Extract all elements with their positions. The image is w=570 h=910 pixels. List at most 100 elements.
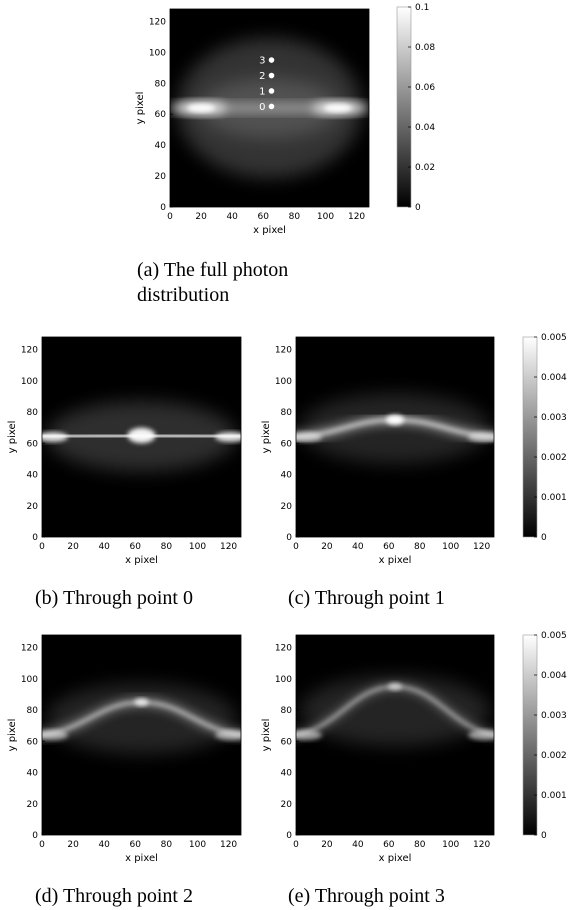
x-tick-label: 20	[195, 212, 207, 222]
colorbar-tick-label: 0.004	[541, 671, 567, 681]
caption-a: (a) The full photon distribution	[137, 259, 289, 306]
x-axis-label: x pixel	[125, 555, 158, 566]
intensity-field	[42, 683, 241, 754]
peak-spot	[388, 682, 402, 691]
x-tick-label: 100	[189, 840, 206, 850]
edge-spot	[215, 730, 241, 740]
x-tick-label: 100	[442, 840, 459, 850]
y-tick-label: 80	[27, 706, 39, 716]
x-axis-label: x pixel	[125, 853, 158, 864]
edge-spot	[468, 730, 494, 740]
edge-spot	[42, 730, 68, 740]
x-tick-label: 80	[414, 542, 426, 552]
colorbar-tick-label: 0.02	[415, 163, 435, 173]
x-axis-label: x pixel	[379, 853, 412, 864]
x-tick-label: 40	[352, 840, 364, 850]
colorbar-tick-label: 0.002	[541, 751, 567, 761]
y-axis-label: y pixel	[135, 92, 146, 125]
diffuse-glow	[300, 393, 490, 464]
y-tick-label: 60	[155, 110, 167, 120]
point-label: 0	[259, 102, 265, 113]
colorbar	[396, 6, 412, 208]
marker-point	[268, 72, 275, 79]
x-tick-label: 120	[348, 212, 365, 222]
x-axis-label: x pixel	[253, 225, 286, 236]
x-tick-label: 20	[321, 840, 333, 850]
panel-c: 0 20 40 60 80 100 120 0 20 40 60 80 100 120 x pixel y p…	[261, 333, 567, 566]
x-tick-label: 60	[258, 212, 270, 222]
x-axis-label: x pixel	[379, 555, 412, 566]
y-tick-label: 120	[21, 644, 38, 654]
peak-spot	[386, 414, 404, 425]
plot-frame	[41, 634, 242, 836]
colorbar-tick-label: 0.06	[415, 83, 435, 93]
colorbar-tick-label: 0	[541, 831, 547, 841]
x-tick-label: 80	[161, 840, 173, 850]
colorbar	[522, 336, 538, 538]
caption-b: (b) Through point 0	[35, 587, 193, 609]
colorbar-tick-label: 0.04	[415, 123, 435, 133]
x-tick-label: 40	[226, 212, 238, 222]
peak-spot	[134, 698, 149, 707]
y-tick-label: 20	[155, 172, 167, 182]
y-tick-label: 60	[27, 737, 39, 747]
x-tick-label: 60	[130, 542, 142, 552]
plot-frame	[169, 8, 370, 208]
marker-point	[268, 103, 275, 110]
colorbar-tick-label: 0	[415, 203, 421, 213]
y-tick-label: 100	[21, 377, 38, 387]
y-tick-label: 60	[281, 737, 293, 747]
y-axis-label: y pixel	[261, 421, 272, 454]
colorbar-tick-label: 0.001	[541, 791, 567, 801]
x-tick-label: 120	[473, 542, 490, 552]
x-tick-label: 0	[39, 840, 45, 850]
plot-frame	[41, 336, 242, 538]
colorbar-tick-label: 0.08	[415, 43, 435, 53]
y-tick-label: 100	[275, 675, 292, 685]
x-tick-label: 60	[383, 542, 395, 552]
x-tick-label: 100	[442, 542, 459, 552]
x-tick-label: 0	[39, 542, 45, 552]
x-tick-label: 40	[98, 840, 110, 850]
y-tick-label: 120	[275, 644, 292, 654]
edge-spot	[42, 432, 68, 442]
caption-d: (d) Through point 2	[35, 885, 193, 907]
colorbar-tick-label: 0.005	[541, 631, 567, 641]
point-label: 2	[259, 71, 265, 82]
x-tick-label: 80	[161, 542, 173, 552]
y-tick-label: 80	[281, 408, 293, 418]
point-label: 1	[259, 86, 265, 97]
marker-point	[268, 57, 275, 63]
y-tick-label: 0	[160, 203, 166, 213]
intensity-field	[42, 401, 241, 472]
x-tick-label: 100	[189, 542, 206, 552]
y-tick-label: 100	[21, 675, 38, 685]
x-tick-label: 0	[293, 542, 299, 552]
panel-e: 0 20 40 60 80 100 120 0 20 40 60 80 100 120 x pixel y p…	[261, 631, 567, 864]
edge-spot	[468, 432, 494, 442]
marker-point	[268, 88, 275, 94]
colorbar-tick-label: 0.1	[415, 3, 429, 13]
x-tick-label: 0	[167, 212, 173, 222]
y-tick-label: 80	[27, 408, 39, 418]
panel-d: 0 20 40 60 80 100 120 0 20 40 60 80 100 120 x pixel y p…	[7, 634, 242, 864]
intensity-field	[296, 393, 494, 464]
colorbar-tick-label: 0.001	[541, 493, 567, 503]
x-tick-label: 120	[473, 840, 490, 850]
y-tick-label: 0	[286, 831, 292, 841]
plot-frame	[295, 336, 495, 538]
y-tick-label: 0	[286, 533, 292, 543]
panel-b: 0 20 40 60 80 100 120 0 20 40 60 80 100 120 x pixel y p…	[7, 336, 242, 566]
y-tick-label: 80	[281, 706, 293, 716]
y-tick-label: 100	[275, 377, 292, 387]
colorbar-tick-label: 0	[541, 533, 547, 543]
bright-spot-core	[323, 104, 352, 112]
colorbar-tick-label: 0.003	[541, 413, 567, 423]
x-tick-label: 120	[220, 542, 237, 552]
y-tick-label: 100	[149, 48, 166, 58]
y-tick-label: 20	[27, 800, 39, 810]
y-tick-label: 120	[149, 17, 166, 27]
bright-spot-core	[187, 104, 216, 112]
y-tick-label: 40	[155, 141, 167, 151]
